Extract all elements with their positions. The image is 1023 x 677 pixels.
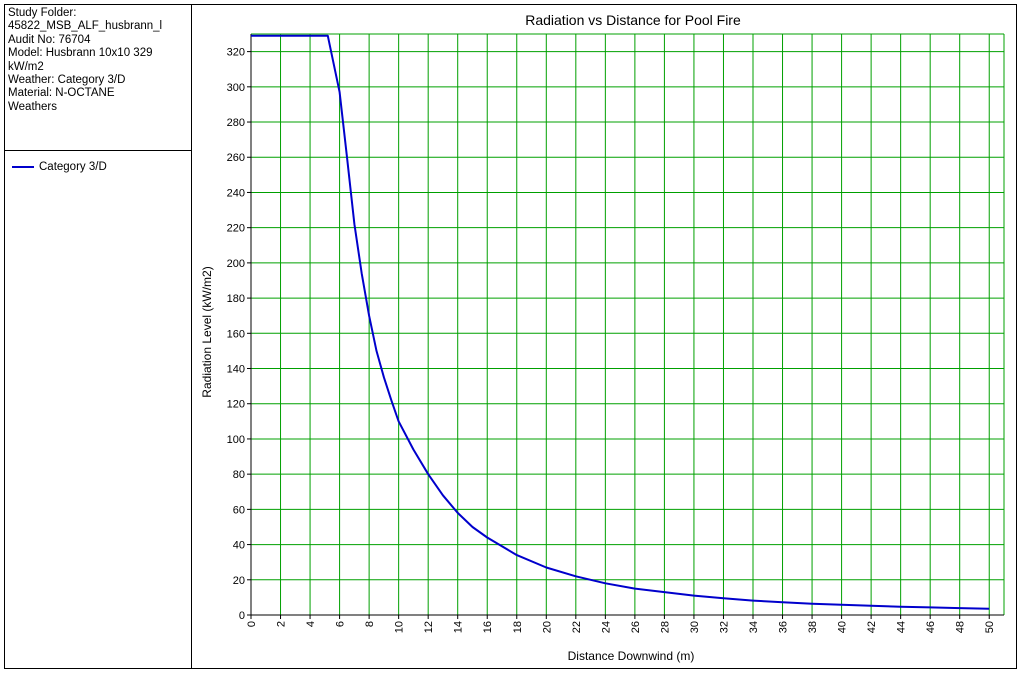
y-tick-label: 0 xyxy=(239,610,245,622)
chart-title: Radiation vs Distance for Pool Fire xyxy=(525,12,741,28)
legend-panel: Category 3/D xyxy=(4,151,192,669)
x-tick-label: 42 xyxy=(866,621,878,633)
y-tick-label: 220 xyxy=(227,223,245,235)
y-tick-label: 160 xyxy=(227,328,245,340)
y-tick-label: 240 xyxy=(227,187,245,199)
series-line xyxy=(251,34,990,610)
grid xyxy=(251,33,1005,615)
x-tick-label: 16 xyxy=(482,621,494,633)
y-tick-label: 20 xyxy=(233,575,245,587)
info-line-audit: Audit No: 76704 xyxy=(8,33,91,46)
series-layer xyxy=(251,34,990,610)
y-axis-label: Radiation Level (kW/m2) xyxy=(200,266,214,397)
y-tick-label: 100 xyxy=(227,434,245,446)
x-tick-label: 4 xyxy=(305,621,317,627)
x-tick-label: 48 xyxy=(955,621,967,633)
info-line-study-folder: Study Folder: xyxy=(8,7,77,19)
x-tick-label: 12 xyxy=(423,621,435,633)
x-tick-label: 34 xyxy=(748,621,760,633)
x-tick-label: 14 xyxy=(453,621,465,633)
x-tick-label: 10 xyxy=(394,621,406,633)
info-line-model-unit: kW/m2 xyxy=(8,60,44,73)
legend-label: Category 3/D xyxy=(39,161,107,173)
axes xyxy=(247,34,1004,619)
y-tick-label: 320 xyxy=(227,47,245,59)
x-tick-label: 24 xyxy=(600,621,612,633)
x-axis-label: Distance Downwind (m) xyxy=(568,649,695,663)
y-tick-label: 300 xyxy=(227,82,245,94)
x-tick-label: 46 xyxy=(925,621,937,633)
x-tick-label: 8 xyxy=(364,621,376,627)
legend-entry: Category 3/D xyxy=(12,161,107,173)
chart-window xyxy=(4,4,1017,669)
x-tick-label: 28 xyxy=(659,621,671,633)
y-tick-label: 140 xyxy=(227,364,245,376)
legend-swatch xyxy=(12,166,34,168)
x-tick-label: 20 xyxy=(541,621,553,633)
x-tick-label: 36 xyxy=(778,621,790,633)
x-tick-label: 18 xyxy=(512,621,524,633)
x-tick-label: 40 xyxy=(837,621,849,633)
study-info-panel: Study Folder: 45822_MSB_ALF_husbrann_l A… xyxy=(4,4,192,151)
x-tick-label: 32 xyxy=(718,621,730,633)
radiation-chart: Radiation vs Distance for Pool Fire Dist… xyxy=(200,12,1005,663)
y-tick-label: 180 xyxy=(227,293,245,305)
info-line-folder-name: 45822_MSB_ALF_husbrann_l xyxy=(8,20,163,33)
y-tick-label: 60 xyxy=(233,504,245,516)
x-tick-label: 44 xyxy=(896,621,908,633)
x-tick-label: 30 xyxy=(689,621,701,633)
y-tick-label: 80 xyxy=(233,469,245,481)
x-tick-label: 38 xyxy=(807,621,819,633)
info-line-material: Material: N-OCTANE xyxy=(8,87,115,100)
x-tick-label: 50 xyxy=(984,621,996,633)
y-tick-label: 120 xyxy=(227,399,245,411)
x-tick-label: 22 xyxy=(571,621,583,633)
x-tick-label: 26 xyxy=(630,621,642,633)
x-tick-label: 6 xyxy=(335,621,347,627)
y-tick-label: 40 xyxy=(233,540,245,552)
y-tick-label: 200 xyxy=(227,258,245,270)
x-tick-label: 0 xyxy=(246,621,258,627)
y-tick-label: 260 xyxy=(227,152,245,164)
info-line-weather: Weather: Category 3/D xyxy=(8,74,126,87)
info-line-model: Model: Husbrann 10x10 329 xyxy=(8,47,153,60)
x-tick-label: 2 xyxy=(276,621,288,627)
y-tick-label: 280 xyxy=(227,117,245,129)
tick-labels: 0 2 4 6 8 10 12 14 16 18 20 22 24 26 28 30 32 34 36 38 40 42 4… xyxy=(227,47,997,634)
info-line-weathers: Weathers xyxy=(8,100,58,113)
